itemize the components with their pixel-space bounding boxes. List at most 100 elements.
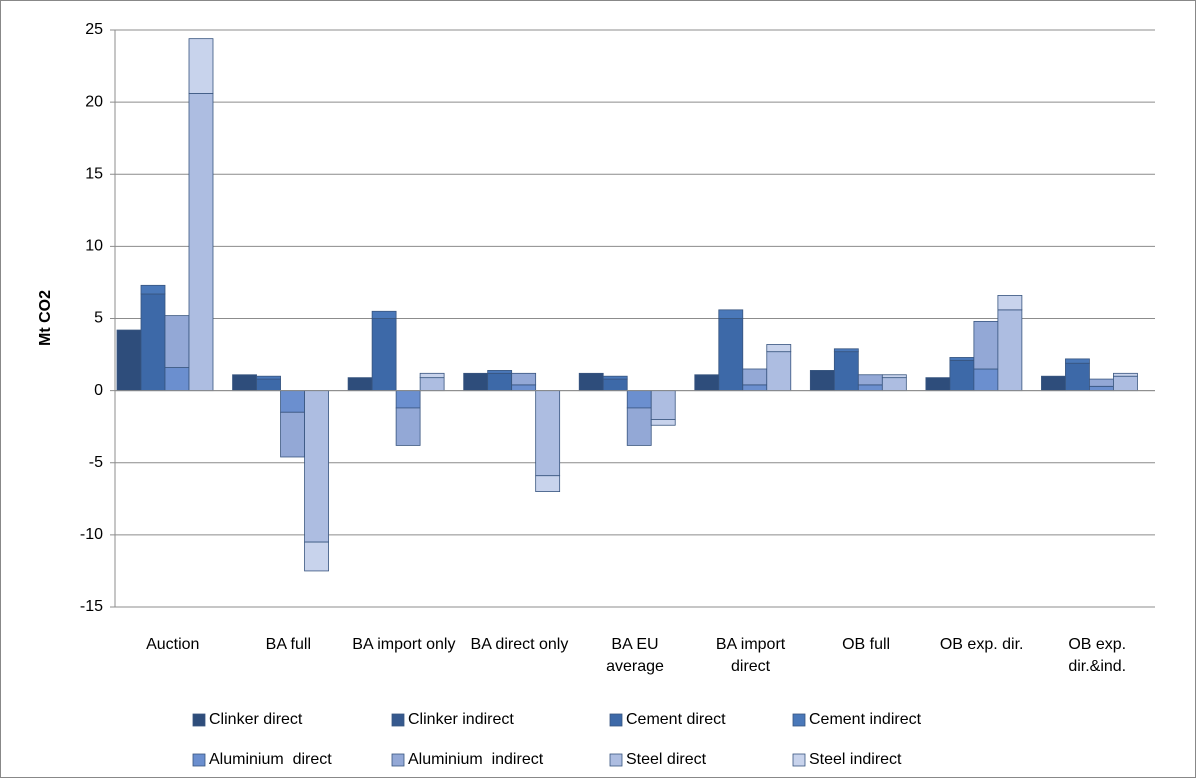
- bar: [833, 348, 859, 353]
- bar: [535, 475, 561, 493]
- legend-swatch: [192, 753, 206, 767]
- y-tick-label: 15: [85, 165, 103, 182]
- y-tick-label: 10: [85, 238, 103, 255]
- y-tick-label: -5: [89, 454, 103, 471]
- legend-swatch: [391, 753, 405, 767]
- bar: [140, 284, 166, 295]
- bar: [1065, 362, 1090, 392]
- bar: [395, 390, 421, 409]
- bar: [809, 370, 835, 392]
- legend-swatch: [192, 713, 206, 727]
- bar: [511, 384, 537, 392]
- legend-label: Cement indirect: [809, 711, 922, 728]
- bar: [742, 384, 768, 392]
- bar: [1041, 375, 1066, 392]
- bar: [602, 375, 628, 380]
- y-tick-label: 0: [94, 382, 103, 399]
- bar: [833, 351, 859, 392]
- bar: [164, 315, 190, 368]
- y-tick-label: -15: [80, 598, 103, 615]
- bar: [1065, 358, 1090, 364]
- bar: [1089, 378, 1114, 387]
- bar: [650, 419, 676, 426]
- x-tick-label: OB full: [842, 636, 891, 653]
- legend-label: Clinker indirect: [408, 711, 514, 728]
- bar: [304, 541, 329, 572]
- bar: [949, 359, 975, 392]
- bar: [188, 38, 214, 94]
- bar: [535, 390, 561, 477]
- bar: [857, 374, 883, 386]
- x-tick-label: OB exp. dir.&ind.: [1068, 636, 1127, 675]
- bar: [925, 377, 951, 392]
- legend-label: Steel direct: [626, 751, 707, 768]
- y-tick-label: 25: [85, 21, 103, 38]
- bar: [164, 367, 190, 392]
- legend-label: Clinker direct: [209, 711, 303, 728]
- y-axis-label: Mt CO2: [37, 290, 54, 346]
- bar: [371, 318, 397, 392]
- bar: [718, 309, 744, 319]
- bar: [626, 390, 652, 409]
- legend-label: Cement direct: [626, 711, 726, 728]
- y-tick-label: 5: [94, 310, 103, 327]
- bar: [881, 377, 907, 392]
- bar: [419, 372, 445, 379]
- bar: [626, 407, 652, 446]
- bar: [1113, 372, 1138, 377]
- x-tick-label: BA full: [265, 636, 311, 653]
- bar: [371, 310, 397, 319]
- bar: [280, 390, 305, 413]
- bar: [256, 375, 281, 380]
- bar: [188, 93, 214, 392]
- bar: [602, 378, 628, 392]
- bar: [463, 372, 489, 392]
- bar: [742, 368, 768, 386]
- bar: [232, 374, 257, 392]
- legend-swatch: [391, 713, 405, 727]
- bar: [511, 372, 537, 386]
- x-tick-label: Auction: [146, 636, 200, 653]
- legend-label: Aluminium direct: [209, 751, 332, 768]
- x-tick-label: OB exp. dir.: [939, 636, 1024, 653]
- bar: [766, 351, 792, 392]
- bar: [694, 374, 720, 392]
- legend-swatch: [609, 713, 623, 727]
- bar: [419, 377, 445, 392]
- legend-swatch: [792, 753, 806, 767]
- x-tick-label: BA EU average: [606, 636, 664, 675]
- bar: [766, 344, 792, 353]
- bar: [256, 378, 281, 392]
- bar: [487, 370, 513, 374]
- bar: [395, 407, 421, 446]
- legend-label: Aluminium indirect: [408, 751, 544, 768]
- x-tick-label: BA import only: [352, 636, 456, 653]
- bar: [973, 320, 999, 370]
- bar: [578, 372, 604, 392]
- legend-swatch: [609, 753, 623, 767]
- y-tick-label: -10: [80, 526, 103, 543]
- x-tick-label: BA import direct: [715, 636, 786, 675]
- bar: [997, 295, 1023, 311]
- bar: [140, 293, 166, 392]
- bar: [1089, 385, 1114, 392]
- bar: [718, 318, 744, 392]
- bar: [973, 368, 999, 392]
- y-tick-label: 20: [85, 93, 103, 110]
- bar: [881, 374, 907, 379]
- bar: [347, 377, 373, 392]
- bar: [280, 411, 305, 458]
- bar: [304, 390, 329, 543]
- bar: [949, 357, 975, 361]
- bar: [1113, 375, 1138, 392]
- bar: [116, 329, 142, 392]
- legend-swatch: [792, 713, 806, 727]
- bar: [997, 309, 1023, 392]
- x-tick-label: BA direct only: [470, 636, 569, 653]
- bar: [487, 372, 513, 392]
- bar: [650, 390, 676, 420]
- bar: [857, 384, 883, 392]
- legend-label: Steel indirect: [809, 751, 902, 768]
